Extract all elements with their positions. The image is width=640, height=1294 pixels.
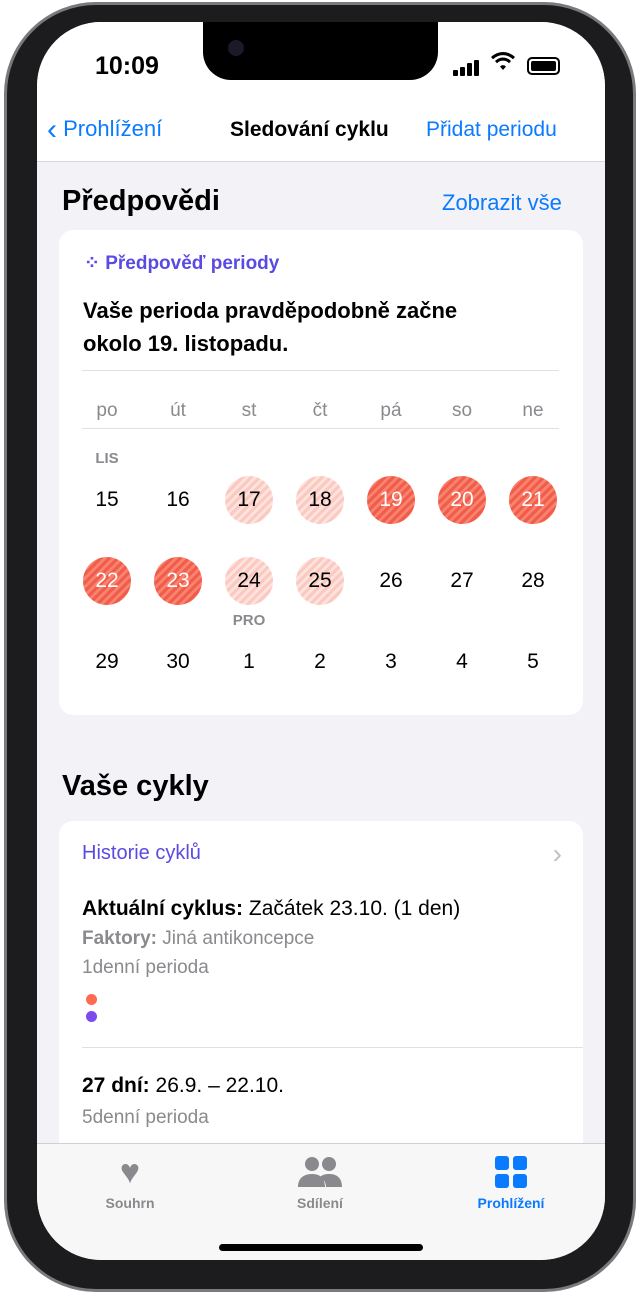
- tab-bar: [37, 1143, 605, 1260]
- current-cycle-label: Aktuální cyklus:: [82, 897, 244, 920]
- calendar-day[interactable]: 30: [166, 650, 190, 673]
- period-dot: [86, 994, 97, 1005]
- weekday-label: ne: [522, 400, 544, 421]
- camera: [228, 40, 244, 56]
- tab-sharing[interactable]: Sdílení: [240, 1155, 400, 1211]
- weekday-label: so: [451, 400, 473, 421]
- month-label: PRO: [232, 612, 266, 629]
- weekday-label: po: [96, 400, 118, 421]
- prediction-title-text: Předpověď periody: [105, 253, 280, 274]
- month-label: LIS: [95, 450, 119, 467]
- previous-cycle[interactable]: 27 dní: 26.9. – 22.10. 5denní perioda: [82, 1070, 284, 1134]
- home-indicator: [219, 1244, 423, 1251]
- previous-period-length: 5denní perioda: [82, 1107, 209, 1128]
- calendar-day[interactable]: 19: [367, 476, 415, 524]
- calendar-day[interactable]: 17: [225, 476, 273, 524]
- calendar-day[interactable]: 26: [379, 569, 403, 592]
- calendar-day[interactable]: 2: [314, 650, 326, 673]
- calendar: po út st čt pá so ne LIS PRO 15 16 17 18 19 20 21 22 23 24…: [37, 22, 605, 1000]
- calendar-day[interactable]: 23: [154, 557, 202, 605]
- calendar-day[interactable]: 25: [296, 557, 344, 605]
- weekday-label: čt: [312, 400, 328, 421]
- calendar-day[interactable]: 27: [450, 569, 474, 592]
- factors-label: Faktory:: [82, 928, 157, 949]
- tab-label: Prohlížení: [477, 1195, 545, 1211]
- calendar-day[interactable]: 18: [296, 476, 344, 524]
- previous-cycle-label: 27 dní:: [82, 1074, 150, 1097]
- chevron-left-icon: ‹: [47, 113, 57, 146]
- prediction-spinner-icon: ⁘: [84, 253, 100, 274]
- cycle-history-label: Historie cyklů: [82, 842, 201, 864]
- calendar-day[interactable]: 24: [225, 557, 273, 605]
- prediction-card[interactable]: [59, 230, 583, 715]
- back-button[interactable]: ‹ Prohlížení: [47, 115, 163, 145]
- calendar-day[interactable]: 20: [438, 476, 486, 524]
- calendar-day[interactable]: 15: [95, 488, 119, 511]
- predictions-heading: Předpovědi: [62, 185, 220, 217]
- heart-icon: ♥: [119, 1153, 141, 1191]
- calendar-day[interactable]: 22: [83, 557, 131, 605]
- tab-browse[interactable]: Prohlížení: [431, 1155, 591, 1211]
- factor-dot: [86, 1011, 97, 1022]
- current-cycle-value: Začátek 23.10. (1 den): [248, 897, 461, 920]
- divider: [82, 1047, 583, 1048]
- chevron-right-icon: ›: [552, 838, 562, 869]
- grid-icon: [431, 1155, 591, 1189]
- current-period-length: 1denní perioda: [82, 957, 209, 978]
- prediction-text-line: okolo 19. listopadu.: [83, 331, 289, 356]
- calendar-day[interactable]: 29: [95, 650, 119, 673]
- status-time: 10:09: [95, 52, 159, 80]
- screen: 10:09 ‹ Prohlížení Sledování cyklu Přida…: [37, 22, 605, 1260]
- back-label: Prohlížení: [63, 116, 163, 141]
- show-all-link[interactable]: Zobrazit vše: [442, 190, 562, 215]
- prediction-text-line: Vaše perioda pravděpodobně začne: [83, 298, 458, 323]
- tab-label: Souhrn: [105, 1195, 155, 1211]
- calendar-day[interactable]: 28: [521, 569, 545, 592]
- prediction-text: Vaše perioda pravděpodobně začne okolo 1…: [83, 294, 457, 360]
- calendar-day[interactable]: 1: [243, 650, 255, 673]
- calendar-day[interactable]: 16: [166, 488, 190, 511]
- add-period-button[interactable]: Přidat periodu: [426, 118, 557, 141]
- page-title: Sledování cyklu: [230, 118, 389, 141]
- divider: [82, 370, 559, 371]
- calendar-day[interactable]: 21: [509, 476, 557, 524]
- tab-summary[interactable]: ♥ Souhrn: [50, 1155, 210, 1211]
- cycles-heading: Vaše cykly: [62, 770, 209, 802]
- wifi-icon: [491, 52, 515, 78]
- weekday-label: pá: [380, 400, 402, 421]
- navigation-bar: ‹ Prohlížení Sledování cyklu Přidat peri…: [37, 100, 605, 162]
- cycle-history-link[interactable]: Historie cyklů ›: [82, 838, 562, 869]
- signal-icon: [453, 60, 483, 76]
- current-cycle[interactable]: Aktuální cyklus: Začátek 23.10. (1 den) …: [82, 894, 460, 982]
- battery-icon: [527, 57, 560, 75]
- tab-label: Sdílení: [297, 1195, 343, 1211]
- calendar-day[interactable]: 5: [527, 650, 539, 673]
- calendar-day[interactable]: 3: [385, 650, 397, 673]
- prediction-card-title: ⁘ Předpověď periody: [84, 252, 279, 275]
- people-icon: [240, 1155, 400, 1189]
- divider: [82, 428, 559, 429]
- weekday-label: út: [170, 400, 186, 421]
- calendar-day[interactable]: 4: [456, 650, 468, 673]
- weekday-label: st: [241, 400, 257, 421]
- factors-value: Jiná antikoncepce: [162, 928, 315, 949]
- previous-cycle-value: 26.9. – 22.10.: [155, 1074, 284, 1097]
